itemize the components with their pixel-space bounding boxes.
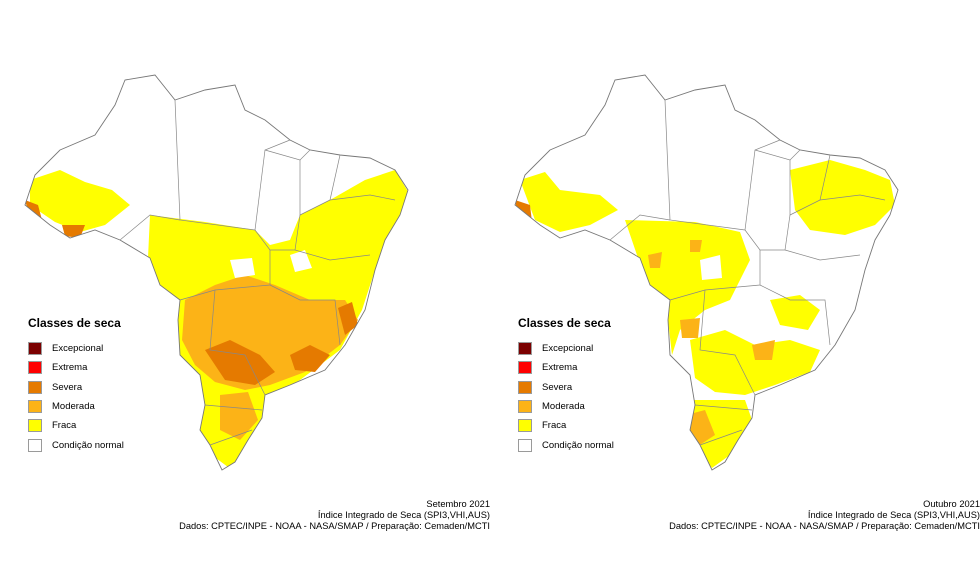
- legend-item-extrema: Extrema: [518, 358, 614, 377]
- footer-october: Outubro 2021 Índice Integrado de Seca (S…: [580, 499, 980, 532]
- drought-areas: [25, 170, 408, 470]
- legend-item-excepcional: Excepcional: [28, 339, 124, 358]
- brazil-drought-map-september: [24, 74, 409, 471]
- legend-swatch-excepcional: [518, 342, 532, 356]
- legend-item-condicao-normal: Condição normal: [28, 435, 124, 454]
- footer-september: Setembro 2021 Índice Integrado de Seca (…: [90, 499, 490, 532]
- map-month: Outubro 2021: [923, 499, 980, 509]
- legend-swatch-fraca: [518, 419, 532, 433]
- legend-swatch-severa: [518, 380, 532, 394]
- legend-swatch-extrema: [28, 361, 42, 375]
- legend-label: Excepcional: [52, 343, 104, 355]
- legend-item-excepcional: Excepcional: [518, 339, 614, 358]
- legend-label: Extrema: [542, 362, 578, 374]
- map-index-title: Índice Integrado de Seca (SPI3,VHI,AUS): [317, 510, 490, 520]
- legend-title: Classes de seca: [28, 316, 121, 330]
- legend-swatch-fraca: [28, 419, 42, 433]
- map-data-source: Dados: CPTEC/INPE - NOAA - NASA/SMAP / P…: [669, 521, 980, 531]
- legend-swatch-moderada: [28, 400, 42, 414]
- legend-item-extrema: Extrema: [28, 358, 124, 377]
- legend-item-condicao-normal: Condição normal: [518, 435, 614, 454]
- state-borders: [514, 74, 899, 471]
- legend-swatch-excepcional: [28, 342, 42, 356]
- brazil-drought-map-october: [514, 74, 899, 471]
- map-data-source: Dados: CPTEC/INPE - NOAA - NASA/SMAP / P…: [179, 521, 490, 531]
- legend-label: Severa: [542, 381, 573, 393]
- legend-swatch-condicao-normal: [28, 438, 42, 452]
- drought-map-panel-september: [24, 74, 409, 471]
- legend-item-moderada: Moderada: [518, 397, 614, 416]
- legend-item-fraca: Fraca: [518, 416, 614, 435]
- map-index-title: Índice Integrado de Seca (SPI3,VHI,AUS): [807, 510, 980, 520]
- legend-label: Moderada: [52, 401, 95, 413]
- legend-swatch-severa: [28, 380, 42, 394]
- legend-label: Excepcional: [542, 343, 594, 355]
- map-month: Setembro 2021: [426, 499, 490, 509]
- legend-title: Classes de seca: [518, 316, 611, 330]
- legend-item-fraca: Fraca: [28, 416, 124, 435]
- legend-item-moderada: Moderada: [28, 397, 124, 416]
- legend-label: Condição normal: [52, 439, 124, 451]
- legend-label: Moderada: [542, 401, 585, 413]
- legend-item-severa: Severa: [28, 378, 124, 397]
- legend-swatch-moderada: [518, 400, 532, 414]
- legend-swatch-condicao-normal: [518, 438, 532, 452]
- legend-label: Severa: [52, 381, 83, 393]
- legend-label: Extrema: [52, 362, 88, 374]
- legend-october: Classes de seca Excepcional Extrema Seve…: [518, 316, 614, 455]
- legend-item-severa: Severa: [518, 378, 614, 397]
- legend-label: Fraca: [52, 420, 77, 432]
- legend-swatch-extrema: [518, 361, 532, 375]
- legend-label: Condição normal: [542, 439, 614, 451]
- drought-areas: [515, 160, 895, 468]
- legend-september: Classes de seca Excepcional Extrema Seve…: [28, 316, 124, 455]
- legend-label: Fraca: [542, 420, 567, 432]
- drought-map-panel-october: [490, 0, 980, 585]
- state-borders: [24, 74, 409, 471]
